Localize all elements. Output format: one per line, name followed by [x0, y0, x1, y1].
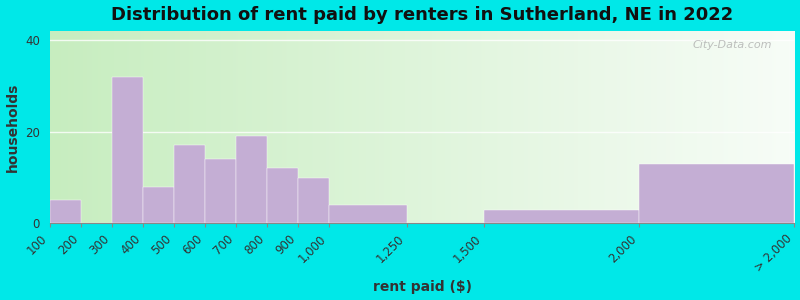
- Bar: [205, 159, 236, 224]
- Bar: [112, 76, 143, 224]
- Bar: [236, 136, 267, 224]
- Bar: [639, 164, 794, 224]
- Bar: [143, 187, 174, 224]
- Bar: [298, 178, 329, 224]
- X-axis label: rent paid ($): rent paid ($): [373, 280, 471, 294]
- Text: City-Data.com: City-Data.com: [693, 40, 772, 50]
- Y-axis label: households: households: [6, 82, 19, 172]
- Bar: [267, 168, 298, 224]
- Bar: [174, 146, 205, 224]
- Bar: [329, 205, 406, 224]
- Bar: [50, 200, 81, 224]
- Bar: [484, 210, 639, 224]
- Title: Distribution of rent paid by renters in Sutherland, NE in 2022: Distribution of rent paid by renters in …: [111, 6, 734, 24]
